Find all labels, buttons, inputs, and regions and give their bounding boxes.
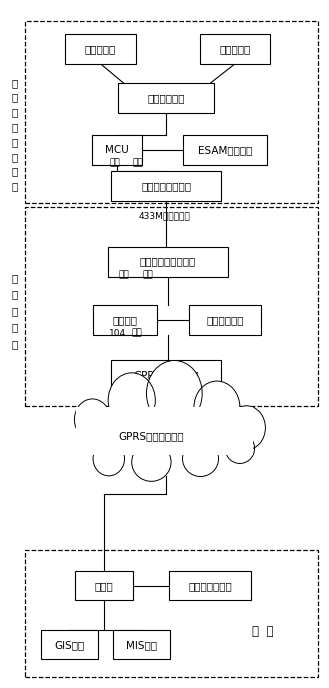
Text: 故障样本阈值库: 故障样本阈值库 — [189, 581, 232, 591]
Text: 信号检测电路: 信号检测电路 — [147, 93, 185, 103]
FancyBboxPatch shape — [93, 305, 157, 335]
FancyBboxPatch shape — [65, 34, 136, 64]
FancyBboxPatch shape — [111, 171, 221, 201]
Text: GPRS远程通信网络: GPRS远程通信网络 — [118, 431, 184, 441]
Ellipse shape — [93, 442, 125, 476]
FancyBboxPatch shape — [108, 246, 228, 277]
Bar — [76, 418, 253, 455]
Text: 104: 104 — [109, 328, 126, 338]
Text: MCU: MCU — [105, 145, 129, 155]
Ellipse shape — [132, 443, 171, 482]
Ellipse shape — [194, 381, 240, 433]
Text: 集
中
器
子
站: 集 中 器 子 站 — [11, 273, 17, 349]
Ellipse shape — [227, 406, 266, 450]
Text: 国网: 国网 — [118, 270, 129, 279]
Text: 国网: 国网 — [109, 158, 120, 167]
Text: 433M微功率无线: 433M微功率无线 — [139, 212, 190, 221]
Text: 电容分压器: 电容分压器 — [219, 44, 251, 54]
Text: 主  站: 主 站 — [252, 625, 273, 638]
Text: GIS系统: GIS系统 — [54, 640, 85, 649]
Text: 规约: 规约 — [131, 328, 142, 338]
Text: 规约: 规约 — [142, 270, 153, 279]
Ellipse shape — [74, 399, 111, 440]
Text: 监控端: 监控端 — [94, 581, 113, 591]
Ellipse shape — [108, 373, 155, 428]
FancyBboxPatch shape — [91, 136, 142, 166]
FancyBboxPatch shape — [75, 571, 133, 600]
Ellipse shape — [183, 441, 218, 477]
Text: 架
空
型
故
障
指
示
器: 架 空 型 故 障 指 示 器 — [11, 78, 17, 191]
Ellipse shape — [73, 409, 256, 474]
Text: MIS系统: MIS系统 — [126, 640, 157, 649]
Text: 微功率无线子节点: 微功率无线子节点 — [141, 181, 191, 191]
FancyBboxPatch shape — [111, 361, 221, 391]
Ellipse shape — [146, 361, 202, 427]
Text: 电流互感器: 电流互感器 — [85, 44, 116, 54]
Text: 太阳能电池板: 太阳能电池板 — [206, 315, 244, 325]
FancyBboxPatch shape — [113, 630, 170, 659]
Text: 通信终端: 通信终端 — [113, 315, 138, 325]
FancyBboxPatch shape — [41, 630, 98, 659]
FancyBboxPatch shape — [183, 136, 267, 166]
Text: ESAM安全芯片: ESAM安全芯片 — [198, 145, 252, 155]
Bar — [76, 407, 253, 449]
Ellipse shape — [225, 433, 255, 464]
FancyBboxPatch shape — [189, 305, 261, 335]
FancyBboxPatch shape — [200, 34, 270, 64]
Text: GPRS远程通信模块: GPRS远程通信模块 — [133, 371, 199, 380]
Text: 规约: 规约 — [133, 158, 144, 167]
FancyBboxPatch shape — [118, 83, 215, 114]
FancyBboxPatch shape — [169, 571, 251, 600]
Text: 微功率无线中心节点: 微功率无线中心节点 — [139, 257, 196, 267]
